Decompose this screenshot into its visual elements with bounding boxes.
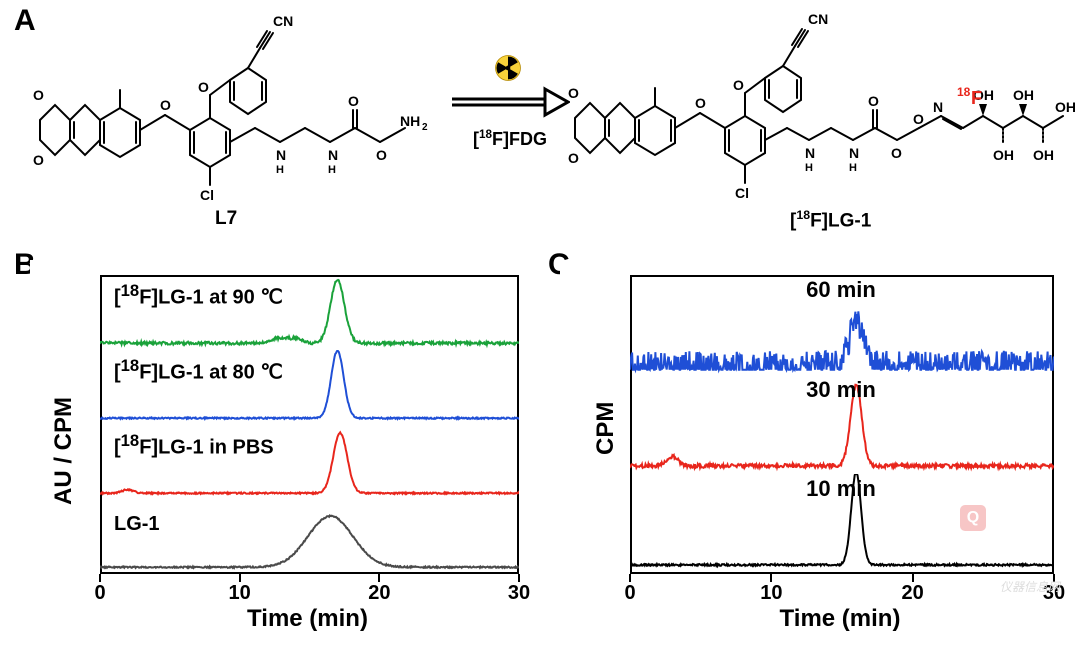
svg-text:O: O — [568, 150, 579, 166]
x-tick-mark — [518, 574, 520, 582]
x-tick-mark — [99, 574, 101, 582]
svg-text:N: N — [933, 99, 943, 115]
x-tick-mark — [912, 574, 914, 582]
trace-label: LG-1 — [114, 513, 160, 536]
reaction-arrow-block: [18F]FDG — [450, 55, 570, 150]
trace-label: 60 min — [806, 277, 876, 303]
svg-text:H: H — [328, 164, 336, 176]
svg-text:O: O — [348, 93, 359, 109]
panel-c-xlabel: Time (min) — [630, 605, 1050, 633]
x-tick-label: 20 — [364, 582, 394, 605]
svg-text:H: H — [276, 164, 284, 176]
x-tick-label: 0 — [85, 582, 115, 605]
product-name: [18F]LG-1 — [790, 208, 871, 232]
svg-text:O: O — [733, 77, 744, 93]
arrow-reagent: [18F]FDG — [450, 128, 570, 150]
svg-text:O: O — [695, 95, 706, 111]
svg-text:O: O — [160, 97, 171, 113]
panel-c-chart: CPM Time (min) Q 010203060 min30 min10 m… — [560, 260, 1070, 650]
svg-text:Cl: Cl — [735, 185, 749, 201]
svg-text:O: O — [868, 93, 879, 109]
svg-text:CN: CN — [808, 11, 828, 27]
svg-text:Cl: Cl — [200, 187, 214, 203]
panel-b-xlabel: Time (min) — [100, 605, 515, 633]
f18-superscript: 18 — [957, 85, 971, 99]
panel-b-chart: AU / CPM Time (min) 0102030[18F]LG-1 at … — [30, 260, 530, 650]
svg-text:OH: OH — [993, 147, 1014, 163]
site-watermark: 仪器信息网 — [1000, 578, 1060, 595]
svg-text:N: N — [276, 147, 286, 163]
reaction-scheme: O O Cl O CN NH NH O O NH2 O — [10, 0, 1070, 255]
trace-label: [18F]LG-1 at 80 ℃ — [114, 356, 283, 385]
svg-text:O: O — [198, 79, 209, 95]
f18-f: F — [971, 88, 982, 108]
x-tick-label: 10 — [225, 582, 255, 605]
x-tick-mark — [770, 574, 772, 582]
svg-text:OH: OH — [1055, 99, 1075, 115]
svg-text:NH: NH — [400, 113, 420, 129]
svg-text:OH: OH — [1033, 147, 1054, 163]
svg-text:O: O — [33, 87, 44, 103]
trace-label: 30 min — [806, 377, 876, 403]
svg-text:H: H — [849, 162, 857, 174]
svg-text:O: O — [891, 145, 902, 161]
svg-text:N: N — [849, 145, 859, 161]
x-tick-mark — [629, 574, 631, 582]
x-tick-mark — [378, 574, 380, 582]
svg-text:CN: CN — [273, 13, 293, 29]
svg-text:N: N — [805, 145, 815, 161]
svg-text:O: O — [33, 152, 44, 168]
x-tick-label: 30 — [504, 582, 534, 605]
svg-text:O: O — [376, 147, 387, 163]
svg-text:OH: OH — [1013, 87, 1034, 103]
radiation-icon — [495, 55, 521, 81]
x-tick-label: 20 — [898, 582, 928, 605]
x-tick-label: 0 — [615, 582, 645, 605]
reactant-structure: O O Cl O CN NH NH O O NH2 O — [30, 10, 440, 210]
svg-text:2: 2 — [422, 122, 428, 133]
chromatogram-trace — [100, 499, 519, 574]
trace-label: [18F]LG-1 in PBS — [114, 431, 274, 460]
trace-label: 10 min — [806, 476, 876, 502]
trace-label: [18F]LG-1 at 90 ℃ — [114, 281, 283, 310]
panel-c-ylabel: CPM — [592, 402, 620, 455]
svg-text:O: O — [913, 111, 924, 127]
reaction-arrow — [450, 81, 570, 121]
product-structure: O O Cl O CN O NH NH O O O N OH OH OH OH … — [565, 8, 1075, 213]
x-tick-label: 10 — [756, 582, 786, 605]
reactant-name: L7 — [215, 208, 237, 230]
panel-b-ylabel: AU / CPM — [50, 397, 78, 505]
x-tick-mark — [239, 574, 241, 582]
svg-text:H: H — [805, 162, 813, 174]
svg-text:N: N — [328, 147, 338, 163]
